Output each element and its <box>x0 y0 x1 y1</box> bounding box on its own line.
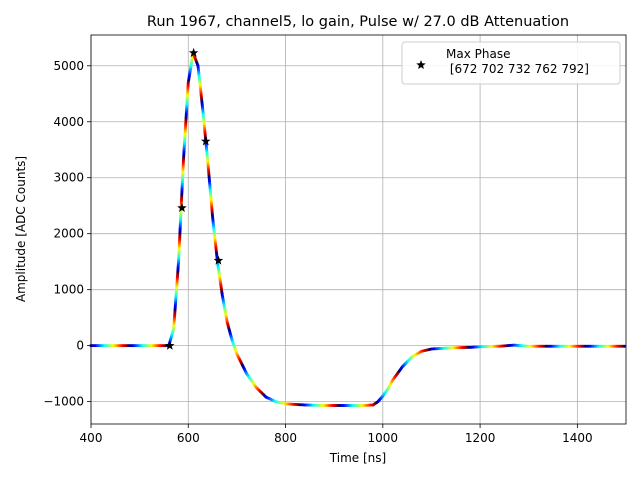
y-tick-label: 1000 <box>53 283 84 297</box>
x-tick-label: 600 <box>177 431 200 445</box>
legend-text-line: Max Phase <box>446 47 510 61</box>
y-tick-label: 2000 <box>53 227 84 241</box>
legend-box <box>401 41 621 85</box>
max-phase-star <box>165 340 175 350</box>
y-axis-ticks: −1000 0 1000 2000 3000 4000 5000 <box>43 59 91 409</box>
legend-star-icon <box>416 60 426 70</box>
x-tick-label: 1400 <box>562 431 593 445</box>
x-tick-label: 1000 <box>368 431 399 445</box>
y-tick-label: 5000 <box>53 59 84 73</box>
plot-frame <box>90 34 627 425</box>
y-tick-label: 3000 <box>53 171 84 185</box>
chart-title: Run 1967, channel5, lo gain, Pulse w/ 27… <box>147 14 569 30</box>
x-tick-label: 400 <box>80 431 103 445</box>
legend-entry-max-phase: Max Phase [672 702 732 762 792] <box>446 47 589 76</box>
max-phase-star <box>213 255 224 265</box>
legend-star <box>416 60 426 70</box>
x-axis-label: Time [ns] <box>329 451 386 465</box>
max-phase-star <box>201 136 211 146</box>
x-tick-label: 800 <box>274 431 297 445</box>
x-tick-label: 1200 <box>465 431 496 445</box>
max-phase-star <box>188 47 199 57</box>
y-tick-label: 4000 <box>53 115 84 129</box>
y-axis-label: Amplitude [ADC Counts] <box>14 156 28 302</box>
pulse-dot <box>622 344 626 348</box>
legend-text-line: [672 702 732 762 792] <box>446 62 589 76</box>
y-tick-label: 0 <box>76 339 84 353</box>
max-phase-markers <box>165 47 224 350</box>
grid-lines <box>90 35 626 424</box>
x-axis-ticks: 400 600 800 1000 1200 1400 <box>80 424 593 445</box>
max-phase-star <box>177 202 187 212</box>
pulse-dots <box>89 51 626 408</box>
legend: Max Phase [672 702 732 762 792] <box>401 41 621 85</box>
y-tick-label: −1000 <box>43 395 84 409</box>
